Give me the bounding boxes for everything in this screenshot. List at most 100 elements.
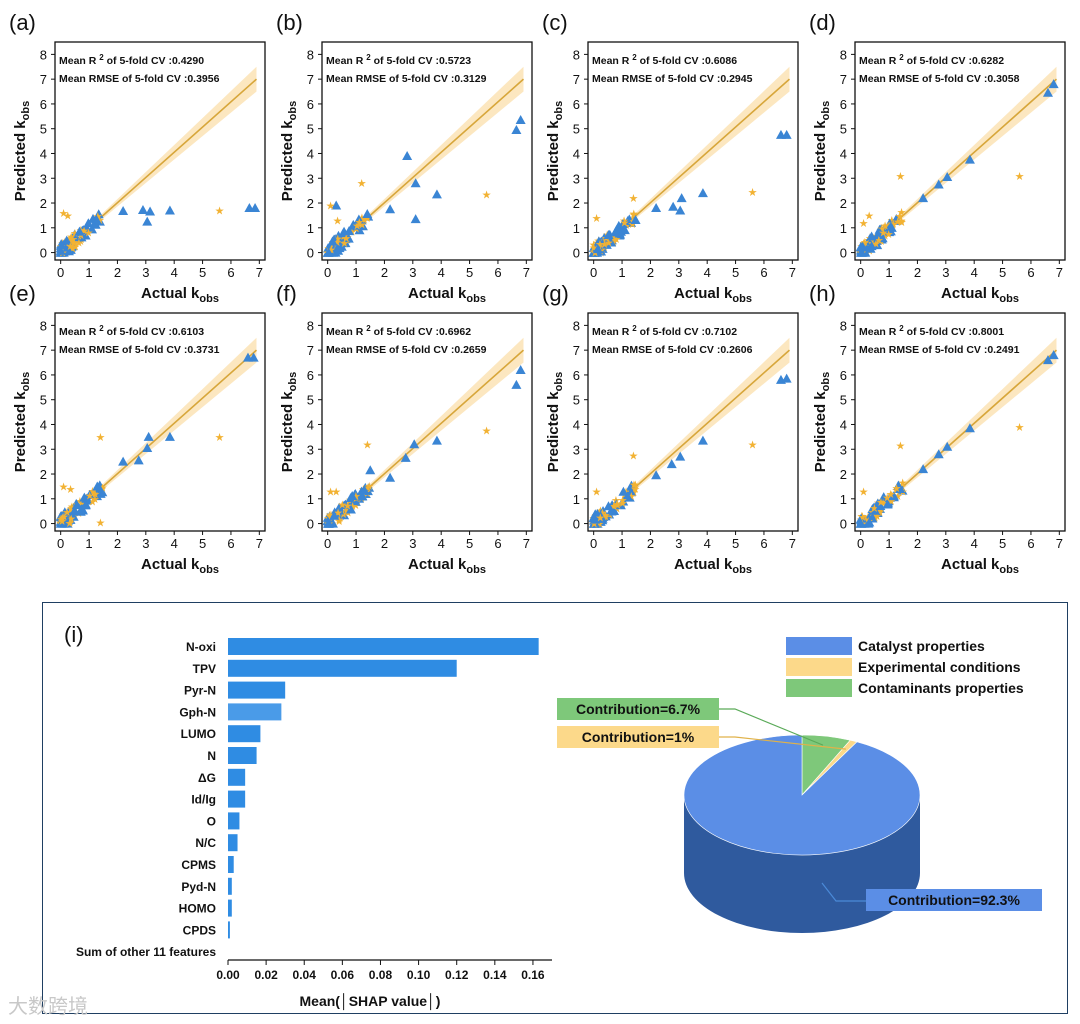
data-point-triangle — [697, 435, 708, 445]
y-tick-label: 6 — [573, 368, 580, 383]
data-point-star: ★ — [59, 481, 69, 493]
y-tick-label: 8 — [840, 47, 847, 62]
bar-x-tick-label: 0.04 — [293, 968, 317, 982]
y-tick-label: 7 — [840, 343, 847, 358]
data-point-star: ★ — [589, 243, 599, 255]
shap-bar — [228, 921, 230, 939]
y-tick-label: 1 — [307, 221, 314, 236]
data-point-star: ★ — [351, 491, 361, 503]
data-point-star: ★ — [898, 477, 908, 489]
data-point-triangle — [515, 364, 526, 374]
x-tick-label: 6 — [227, 265, 234, 280]
bar-category-label: Pyd-N — [181, 880, 216, 894]
data-point-star: ★ — [90, 488, 100, 500]
shap-bar-chart: (i) N-oxi TPV Pyr-N Gph-N LUMO N ΔG Id/Ig O N/C CPM… — [64, 622, 552, 1011]
y-tick-label: 6 — [573, 97, 580, 112]
data-point-triangle — [877, 233, 888, 243]
data-point-triangle — [918, 193, 929, 203]
data-point-star: ★ — [895, 441, 905, 453]
annotation-r2-value: of 5-fold CV :0.6086 — [637, 55, 738, 67]
panel-label: (b) — [276, 10, 303, 35]
data-point-star: ★ — [482, 189, 492, 201]
y-tick-label: 6 — [307, 97, 314, 112]
y-tick-label: 1 — [40, 221, 47, 236]
x-tick-label: 4 — [704, 265, 711, 280]
x-tick-label: 2 — [114, 536, 121, 551]
data-point-star: ★ — [339, 509, 349, 521]
data-point-triangle — [595, 510, 606, 520]
x-tick-label: 6 — [760, 265, 767, 280]
data-point-star: ★ — [605, 510, 615, 522]
annotation-r2-sup: 2 — [366, 324, 371, 333]
data-point-star: ★ — [325, 509, 335, 521]
panel-label: (c) — [542, 10, 568, 35]
callout-line — [821, 882, 866, 902]
data-point-star: ★ — [90, 494, 100, 506]
x-tick-label: 7 — [1056, 536, 1063, 551]
data-point-triangle — [893, 480, 904, 490]
data-point-triangle — [697, 188, 708, 198]
x-tick-label: 3 — [675, 265, 682, 280]
data-point-star: ★ — [66, 233, 76, 245]
fit-line — [630, 349, 791, 492]
data-point-triangle — [891, 213, 902, 223]
y-axis-label: Predicted kobs — [545, 101, 565, 201]
y-tick-label: 4 — [840, 417, 847, 432]
data-point-triangle — [137, 204, 148, 214]
x-axis-label-sub: obs — [466, 564, 486, 576]
annotation-r2-value: of 5-fold CV :0.8001 — [904, 326, 1005, 338]
data-point-star: ★ — [362, 439, 372, 451]
x-tick-label: 6 — [494, 536, 501, 551]
y-tick-label: 8 — [573, 47, 580, 62]
data-point-triangle — [592, 244, 603, 254]
data-point-star: ★ — [57, 516, 67, 528]
data-point-triangle — [878, 492, 889, 502]
data-point-star: ★ — [629, 209, 639, 221]
data-point-triangle — [344, 226, 355, 236]
data-point-star: ★ — [66, 513, 76, 525]
data-point-triangle — [882, 499, 893, 509]
data-point-triangle — [1042, 87, 1053, 97]
shap-bar — [228, 877, 232, 895]
y-tick-label: 3 — [840, 171, 847, 186]
x-axis-label: Actual kobs — [674, 556, 752, 576]
x-tick-label: 4 — [971, 536, 978, 551]
annotation-r2: Mean R 2 of 5-fold CV :0.6103 — [59, 324, 204, 338]
data-point-star: ★ — [897, 217, 907, 229]
data-point-triangle — [964, 423, 975, 433]
data-point-star: ★ — [66, 232, 76, 244]
data-point-star: ★ — [860, 237, 870, 249]
annotation-rmse: Mean RMSE of 5-fold CV :0.2945 — [592, 73, 753, 85]
data-point-triangle — [866, 241, 877, 251]
x-axis-label-sub: obs — [732, 564, 752, 576]
data-point-star: ★ — [628, 219, 638, 231]
annotation-r2-sup: 2 — [899, 324, 904, 333]
x-axis-label: Actual kobs — [141, 285, 219, 305]
data-point-triangle — [334, 505, 345, 515]
x-tick-label: 0 — [857, 536, 864, 551]
x-tick-label: 5 — [199, 265, 206, 280]
x-tick-label: 7 — [523, 265, 530, 280]
data-point-star: ★ — [334, 514, 344, 526]
y-tick-label: 5 — [840, 122, 847, 137]
y-tick-label: 8 — [573, 318, 580, 333]
data-point-star: ★ — [589, 240, 599, 252]
data-point-star: ★ — [595, 239, 605, 251]
data-point-star: ★ — [65, 241, 75, 253]
y-tick-label: 7 — [840, 72, 847, 87]
data-point-triangle — [359, 485, 370, 495]
bar-category-label: N/C — [195, 836, 216, 850]
shap-bar — [228, 725, 261, 743]
data-point-star: ★ — [85, 490, 95, 502]
annotation-r2: Mean R 2 of 5-fold CV :0.6962 — [326, 324, 471, 338]
data-point-star: ★ — [589, 519, 599, 531]
data-point-star: ★ — [748, 187, 758, 199]
y-tick-label: 7 — [40, 72, 47, 87]
data-point-star: ★ — [341, 233, 351, 245]
y-tick-label: 0 — [307, 517, 314, 532]
annotation-r2: Mean R 2 of 5-fold CV :0.6086 — [592, 53, 737, 67]
data-point-star: ★ — [95, 432, 105, 444]
scatter-panel-g: (g)★★★★★★★★★★★★★★★★★★★★★★★★★★★★★★★★★★★★★… — [542, 281, 799, 576]
data-point-star: ★ — [895, 171, 905, 183]
bar-x-tick-label: 0.00 — [216, 968, 240, 982]
